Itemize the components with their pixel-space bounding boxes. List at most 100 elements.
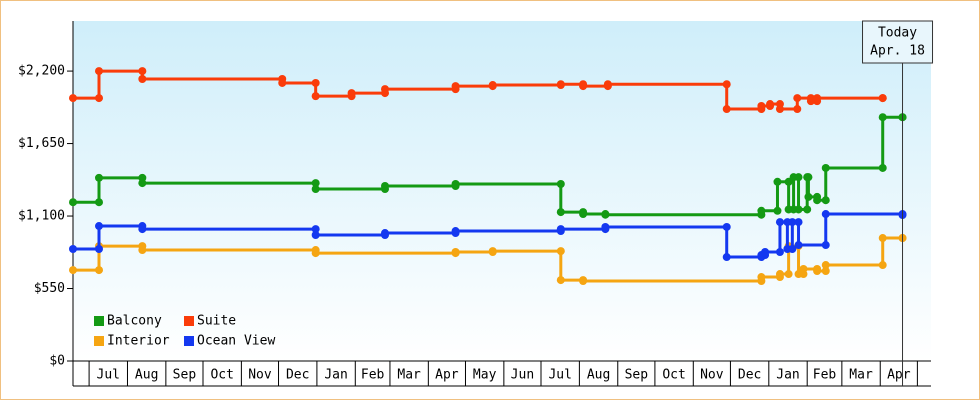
x-tick-label: Sep bbox=[625, 368, 649, 383]
series-point bbox=[821, 261, 830, 270]
series-point bbox=[311, 92, 320, 101]
series-point bbox=[95, 94, 103, 103]
series-point bbox=[278, 78, 287, 87]
x-tick-label: Jul bbox=[548, 368, 571, 383]
series-point bbox=[773, 177, 782, 186]
today-label: Today bbox=[878, 26, 917, 41]
series-point bbox=[821, 196, 830, 205]
y-tick-label: $550 bbox=[34, 281, 65, 296]
x-tick-label: Oct bbox=[210, 368, 233, 383]
x-tick-label: Jun bbox=[511, 368, 534, 383]
x-tick-label: Aug bbox=[135, 368, 158, 383]
series-point bbox=[488, 247, 497, 256]
series-point bbox=[451, 82, 460, 91]
series-point bbox=[793, 94, 802, 103]
series-point bbox=[722, 80, 731, 89]
series-point bbox=[95, 173, 103, 182]
series-point bbox=[821, 266, 830, 275]
series-point bbox=[813, 266, 822, 275]
series-point bbox=[556, 180, 565, 189]
series-point bbox=[794, 270, 803, 279]
series-point bbox=[488, 81, 497, 90]
legend-swatch bbox=[184, 316, 194, 326]
series-point bbox=[579, 210, 588, 219]
series-point bbox=[69, 94, 77, 103]
series-point bbox=[799, 265, 808, 274]
series-point bbox=[311, 231, 320, 240]
series-point bbox=[347, 89, 356, 98]
series-point bbox=[722, 222, 731, 231]
series-point bbox=[757, 273, 766, 282]
series-point bbox=[311, 225, 320, 234]
series-point bbox=[381, 85, 389, 94]
series-point bbox=[579, 82, 588, 91]
x-tick-label: Dec bbox=[286, 368, 309, 383]
y-tick-label: $0 bbox=[49, 354, 65, 369]
x-tick-label: Feb bbox=[361, 368, 385, 383]
x-tick-label: Nov bbox=[700, 368, 724, 383]
series-point bbox=[794, 241, 803, 250]
series-point bbox=[311, 185, 320, 194]
series-point bbox=[451, 227, 460, 236]
series-point bbox=[757, 206, 766, 215]
series-point bbox=[794, 218, 803, 227]
series-point bbox=[556, 276, 565, 285]
series-point bbox=[761, 248, 770, 257]
series-point bbox=[451, 248, 460, 257]
series-point bbox=[806, 97, 815, 106]
series-point bbox=[95, 222, 103, 231]
x-tick-label: May bbox=[473, 368, 497, 383]
series-point bbox=[878, 261, 887, 270]
x-tick-label: Sep bbox=[173, 368, 197, 383]
legend-swatch bbox=[94, 336, 104, 346]
series-point bbox=[95, 244, 103, 253]
series-point bbox=[69, 266, 77, 275]
series-point bbox=[556, 247, 565, 256]
series-point bbox=[311, 78, 320, 87]
series-point bbox=[878, 94, 887, 103]
y-tick-label: $1,650 bbox=[18, 136, 65, 151]
y-tick-label: $1,100 bbox=[18, 209, 65, 224]
series-point bbox=[821, 241, 830, 250]
series-point bbox=[138, 67, 147, 76]
x-tick-label: Jan bbox=[324, 368, 347, 383]
series-point bbox=[766, 100, 775, 109]
series-point bbox=[311, 249, 320, 258]
series-point bbox=[784, 270, 793, 279]
x-tick-label: Apr bbox=[435, 368, 459, 383]
x-tick-label: Feb bbox=[813, 368, 837, 383]
x-tick-label: Mar bbox=[849, 368, 873, 383]
plot-background bbox=[73, 21, 931, 361]
series-point bbox=[821, 210, 830, 219]
x-tick-label: Jul bbox=[97, 368, 120, 383]
x-tick-label: Oct bbox=[662, 368, 685, 383]
series-point bbox=[789, 173, 798, 182]
legend-label: Balcony bbox=[107, 314, 162, 329]
x-tick-label: Aug bbox=[587, 368, 610, 383]
legend-swatch bbox=[94, 316, 104, 326]
series-point bbox=[757, 102, 766, 110]
series-point bbox=[556, 208, 565, 217]
series-point bbox=[95, 266, 103, 275]
series-point bbox=[775, 270, 784, 279]
x-tick-label: Jan bbox=[776, 368, 799, 383]
series-point bbox=[138, 74, 147, 83]
series-point bbox=[69, 198, 77, 207]
x-tick-label: Apr bbox=[887, 368, 911, 383]
series-point bbox=[95, 67, 103, 76]
series-point bbox=[773, 206, 782, 215]
series-point bbox=[813, 94, 822, 103]
series-point bbox=[784, 205, 793, 214]
series-point bbox=[804, 192, 813, 201]
series-point bbox=[556, 225, 565, 234]
x-tick-label: Dec bbox=[738, 368, 761, 383]
x-tick-label: Nov bbox=[248, 368, 272, 383]
series-point bbox=[95, 198, 103, 207]
series-point bbox=[601, 222, 610, 231]
series-point bbox=[451, 180, 460, 189]
series-point bbox=[794, 205, 803, 214]
series-point bbox=[821, 163, 830, 172]
series-point bbox=[603, 80, 612, 89]
